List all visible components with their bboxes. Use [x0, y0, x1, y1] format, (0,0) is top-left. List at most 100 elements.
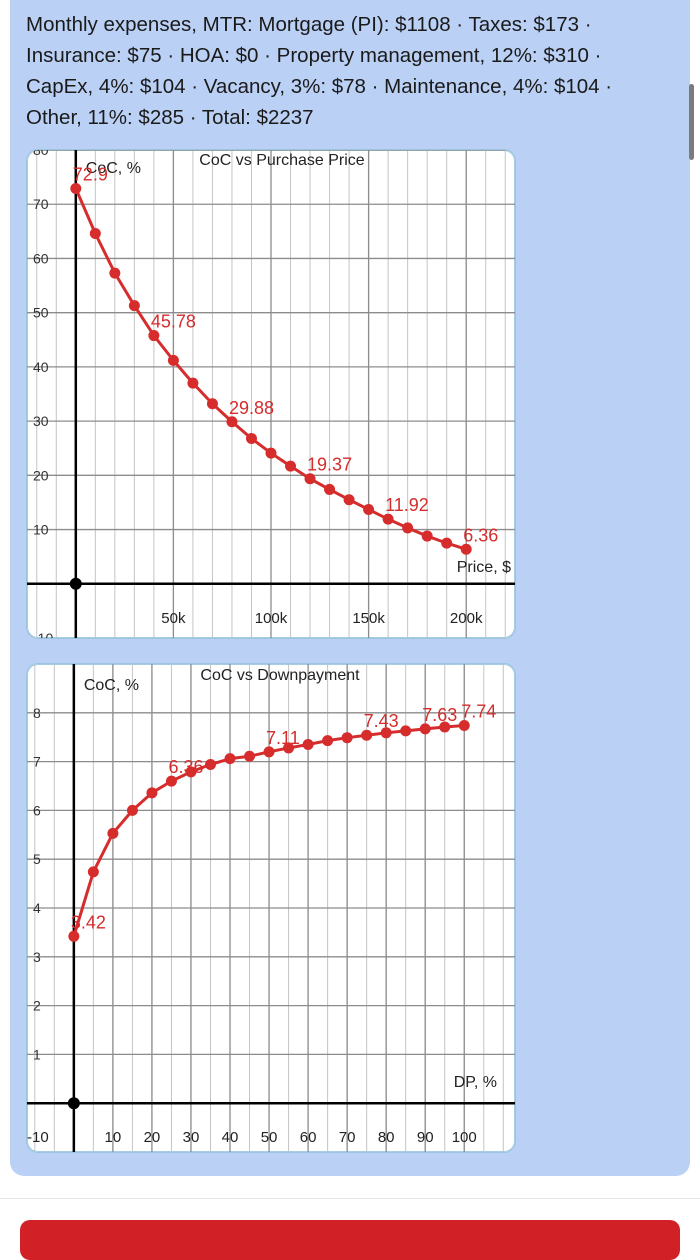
x-tick-label: 150k: [352, 610, 385, 627]
data-label: 19.37: [307, 455, 352, 475]
data-label: 29.88: [229, 398, 274, 418]
x-axis-label: Price, $: [457, 559, 511, 576]
monthly-expenses-text: Monthly expenses, MTR: Mortgage (PI): $1…: [26, 13, 613, 129]
data-point: [283, 742, 295, 754]
data-point: [343, 494, 355, 506]
data-point: [400, 725, 412, 737]
data-point: [126, 804, 138, 816]
x-tick-label: 100: [452, 1129, 477, 1146]
data-label: 45.78: [151, 312, 196, 332]
x-tick-label: 80: [378, 1129, 395, 1146]
data-point: [244, 750, 256, 762]
data-point: [419, 723, 431, 735]
data-point: [165, 775, 177, 787]
x-tick-label: -10: [27, 1129, 49, 1146]
data-point: [167, 354, 179, 366]
data-point: [204, 759, 216, 771]
x-tick-label: 10: [105, 1129, 122, 1146]
data-point: [109, 267, 121, 279]
x-tick-label: 20: [144, 1129, 161, 1146]
y-tick-label: 2: [33, 998, 41, 1014]
data-point: [146, 787, 158, 799]
y-tick-label: 8: [33, 705, 41, 721]
scrollbar[interactable]: [689, 84, 694, 160]
data-label: 11.92: [385, 495, 429, 515]
y-tick-label: 7: [33, 754, 41, 770]
data-point: [458, 719, 470, 731]
data-point: [302, 739, 314, 751]
data-point: [226, 416, 238, 428]
y-tick-label: 20: [33, 467, 49, 483]
data-label: 7.43: [364, 711, 399, 731]
y-tick-label: 50: [33, 305, 49, 321]
data-point: [128, 300, 140, 312]
y-tick-label: 6: [33, 802, 41, 818]
data-point: [185, 766, 197, 778]
data-point: [421, 530, 433, 542]
data-point: [148, 330, 160, 342]
data-point: [382, 513, 394, 525]
y-tick-label: 80: [33, 150, 49, 158]
data-point: [363, 503, 375, 515]
coc-vs-downpayment-svg: 1 2 3 4 5 6 7 8 10 20 30 40 50 60 70 80 90 100 -10 CoC vs D…: [27, 664, 515, 1152]
x-axis-label: DP, %: [454, 1074, 497, 1091]
data-label: 7.11: [266, 728, 300, 748]
data-point: [460, 543, 472, 555]
x-tick-label: 60: [300, 1129, 317, 1146]
y-tick-label: 1: [33, 1046, 41, 1062]
x-tick-label: 30: [183, 1129, 200, 1146]
y-tick-label: 70: [33, 196, 49, 212]
coc-vs-price-svg: 10 20 30 40 50 60 70 80 50k 100k 150k 200k -10 CoC vs…: [27, 150, 515, 638]
x-tick-label: 90: [417, 1129, 434, 1146]
data-point: [68, 930, 80, 942]
data-point: [441, 537, 453, 549]
data-point: [265, 447, 277, 459]
data-label: 7.74: [461, 701, 496, 721]
coc-vs-price-chart: 10 20 30 40 50 60 70 80 50k 100k 150k 200k -10 CoC vs…: [26, 149, 516, 639]
y-tick-label: -10: [33, 630, 53, 638]
data-point: [206, 398, 218, 410]
data-label: 3.42: [71, 912, 106, 932]
y-tick-label: 10: [33, 522, 49, 538]
bottom-action-button[interactable]: [20, 1220, 680, 1260]
data-point: [324, 483, 336, 495]
data-point: [89, 228, 101, 240]
data-point: [285, 460, 297, 472]
x-tick-label: 100k: [255, 610, 288, 627]
data-point: [70, 182, 82, 194]
x-tick-label: 40: [222, 1129, 239, 1146]
y-tick-label: 40: [33, 359, 49, 375]
divider: [0, 1198, 700, 1199]
origin-dot: [67, 1097, 80, 1110]
y-tick-label: 5: [33, 851, 41, 867]
data-label: 6.36: [463, 525, 498, 545]
x-tick-label: 50k: [161, 610, 186, 627]
data-point: [245, 432, 257, 444]
data-point: [322, 735, 334, 747]
y-tick-label: 4: [33, 900, 41, 916]
y-axis-label: CoC, %: [86, 160, 141, 177]
y-tick-label: 60: [33, 250, 49, 266]
x-tick-label: 50: [261, 1129, 278, 1146]
data-point: [361, 729, 373, 741]
x-tick-label: 70: [339, 1129, 356, 1146]
data-point: [224, 753, 236, 765]
data-point: [87, 866, 99, 878]
coc-vs-downpayment-chart: 1 2 3 4 5 6 7 8 10 20 30 40 50 60 70 80 90 100 -10 CoC vs D…: [26, 663, 516, 1153]
data-label: 6.36: [168, 757, 203, 777]
y-tick-label: 3: [33, 949, 41, 965]
x-tick-label: 200k: [450, 610, 483, 627]
data-label: 7.63: [422, 705, 457, 725]
y-axis-label: CoC, %: [84, 677, 139, 694]
data-label: 72.9: [73, 164, 108, 184]
data-point: [187, 377, 199, 389]
y-tick-label: 30: [33, 413, 49, 429]
data-point: [263, 746, 275, 758]
data-point: [380, 727, 392, 739]
chart-title: CoC vs Purchase Price: [199, 152, 364, 169]
data-point: [402, 522, 414, 534]
chart-title: CoC vs Downpayment: [200, 667, 360, 684]
data-point: [304, 473, 316, 485]
data-point: [439, 721, 451, 733]
origin-dot: [69, 577, 82, 590]
